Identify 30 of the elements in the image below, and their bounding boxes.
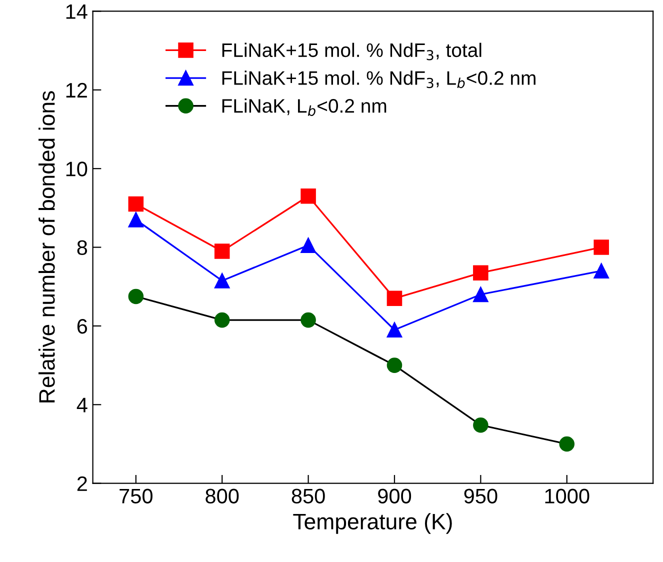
y-axis-title: Relative number of bonded ions bbox=[38, 91, 55, 402]
point bbox=[300, 238, 316, 253]
point bbox=[214, 273, 230, 288]
point bbox=[128, 196, 144, 212]
point bbox=[128, 212, 144, 228]
y-tick-label: 8 bbox=[77, 240, 88, 256]
x-tick-label: 1000 bbox=[545, 488, 590, 504]
point bbox=[594, 240, 609, 255]
x-tick-label: 950 bbox=[464, 488, 498, 504]
legend-label: FLiNaK, L$_{b}$<0.2 nm bbox=[222, 98, 386, 116]
x-tick-label: 750 bbox=[120, 488, 152, 504]
y-tick-label: 6 bbox=[77, 318, 88, 334]
legend-label: FLiNaK+15 mol. % NdF$_{3}$, L$_{b}$<0.2 nm bbox=[222, 70, 536, 88]
point bbox=[214, 244, 230, 259]
point bbox=[594, 263, 609, 279]
y-tick-label: 14 bbox=[66, 4, 88, 19]
y-tick-label: 10 bbox=[66, 162, 88, 176]
x-tick-label: 900 bbox=[378, 488, 412, 504]
point bbox=[386, 322, 402, 338]
x-axis-title: Temperature (K) bbox=[293, 513, 452, 534]
y-tick-label: 4 bbox=[76, 398, 88, 412]
point bbox=[473, 286, 488, 302]
legend-label: FLiNaK+15 mol. % NdF$_{3}$, total bbox=[222, 42, 482, 60]
x-tick-label: 800 bbox=[206, 488, 239, 504]
y-tick-label: 12 bbox=[66, 82, 87, 98]
x-tick-label: 850 bbox=[292, 488, 325, 504]
y-tick-label: 2 bbox=[77, 476, 87, 491]
point bbox=[386, 290, 402, 306]
point bbox=[300, 188, 316, 204]
point bbox=[473, 265, 488, 280]
